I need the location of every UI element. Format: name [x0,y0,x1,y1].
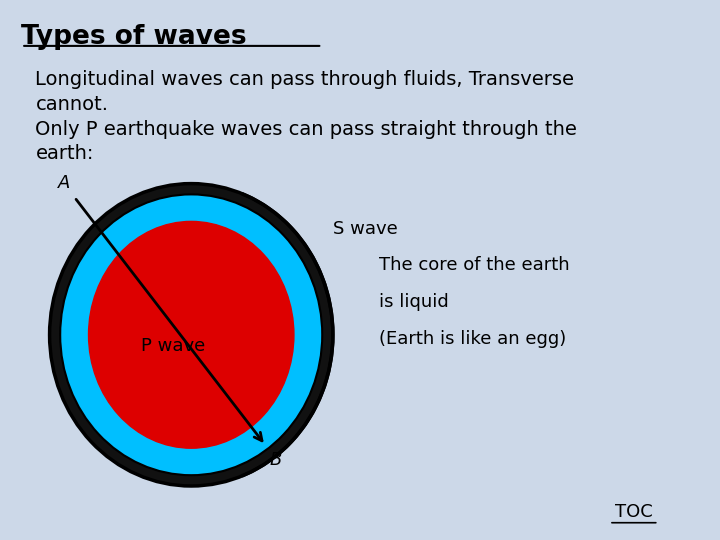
Ellipse shape [89,221,294,448]
Text: Longitudinal waves can pass through fluids, Transverse: Longitudinal waves can pass through flui… [35,70,575,89]
Text: Only P earthquake waves can pass straight through the: Only P earthquake waves can pass straigh… [35,120,577,139]
Text: A: A [58,174,71,192]
Text: The core of the earth: The core of the earth [379,256,570,274]
Text: Types of waves: Types of waves [22,24,247,50]
Text: earth:: earth: [35,144,94,163]
Text: P wave: P wave [141,336,206,355]
Text: B: B [269,451,282,469]
Ellipse shape [50,184,333,486]
Text: (Earth is like an egg): (Earth is like an egg) [379,330,566,348]
Text: TOC: TOC [615,503,653,521]
Text: cannot.: cannot. [35,94,109,113]
Text: is liquid: is liquid [379,293,449,311]
Text: S wave: S wave [333,220,397,239]
Ellipse shape [60,194,323,475]
